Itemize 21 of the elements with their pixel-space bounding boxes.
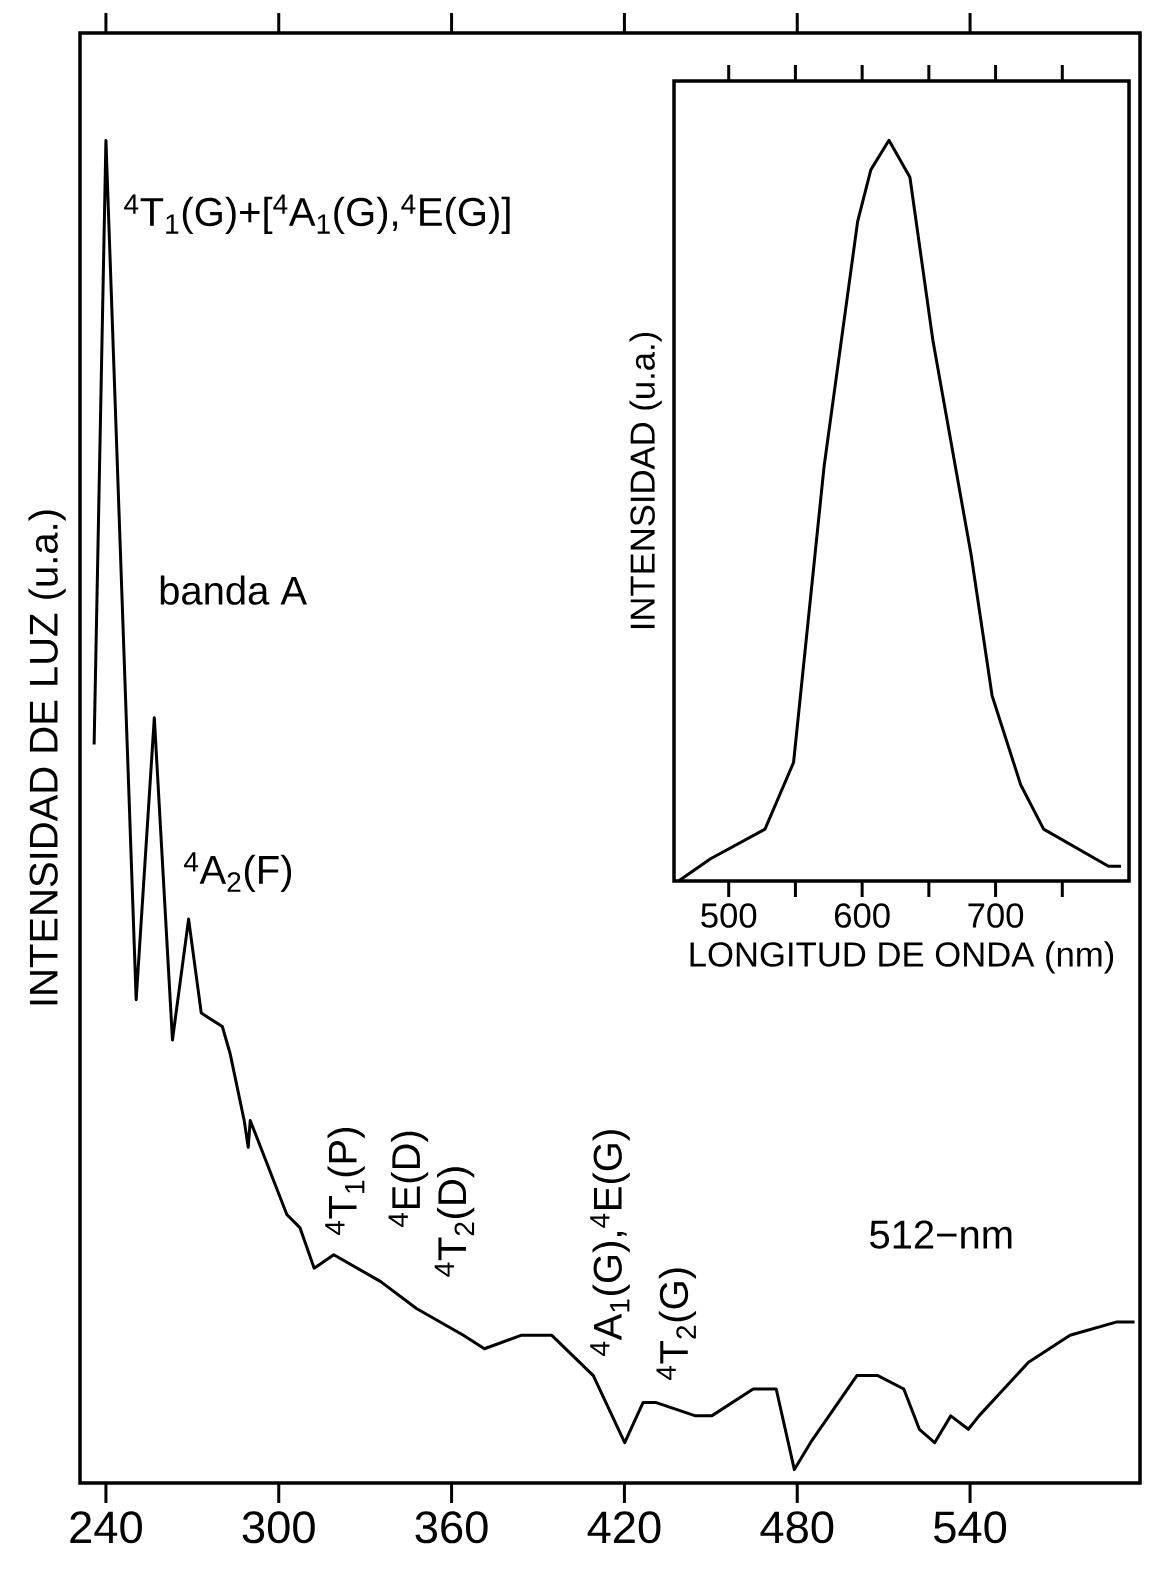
x-tick-label: 540 bbox=[934, 1511, 1007, 1544]
annotation: 512−nm bbox=[870, 1220, 1012, 1249]
annotation: $^{4}$A$_{2}$(F) bbox=[183, 852, 292, 892]
x-tick-label: 240 bbox=[70, 1511, 142, 1544]
annotation: banda A bbox=[160, 575, 308, 605]
text: $^{4}$T$_{1}$(G)+[$^{4}$A$_{1}$(G),$^{4}$E(G)] bbox=[124, 194, 510, 235]
annotation: $^{4}$E(D) bbox=[388, 1131, 429, 1227]
x-tick-label: 360 bbox=[415, 1511, 488, 1544]
x-tick-label: 480 bbox=[760, 1511, 834, 1544]
x-axis-title: LONGITUD DE ONDA (nm) bbox=[690, 941, 1114, 974]
x-tick-label: 420 bbox=[587, 1511, 661, 1544]
annotation: $^{4}$T$_{1}$(P) bbox=[325, 1127, 365, 1236]
x-tick-label: 300 bbox=[242, 1511, 315, 1544]
annotation: $^{4}$A$_{1}$(G),$^{4}$E(G) bbox=[590, 1130, 630, 1356]
y-axis-title: INTENSIDAD DE LUZ (u.a.) bbox=[28, 510, 66, 1005]
x-tick-label: 600 bbox=[834, 903, 890, 928]
x-tick-label: 700 bbox=[968, 903, 1024, 928]
x-tick-label: 500 bbox=[701, 903, 757, 928]
annotation: $^{4}$T$_{2}$(G) bbox=[656, 1268, 697, 1381]
annotation: $^{4}$T$_{2}$(D) bbox=[434, 1167, 475, 1277]
y-axis-title: INTENSIDAD (u.a.) bbox=[629, 332, 662, 629]
